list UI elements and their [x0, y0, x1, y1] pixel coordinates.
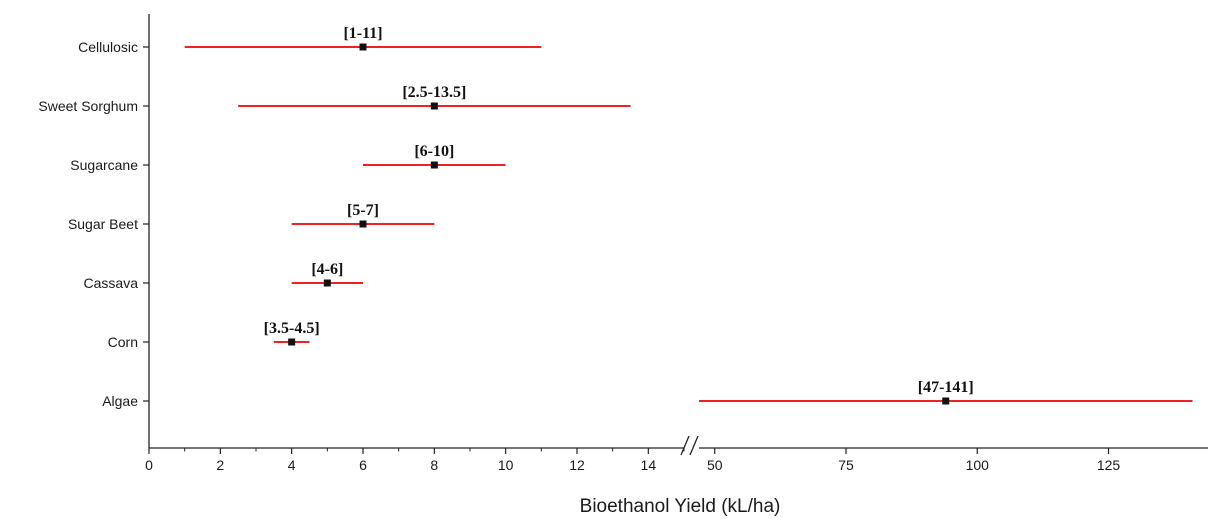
midpoint-marker-sugar-beet: [359, 220, 367, 228]
range-label-cassava: [4-6]: [311, 261, 343, 278]
y-tick-label-cellulosic: Cellulosic: [78, 39, 138, 55]
midpoint-marker-sweet-sorghum: [430, 102, 438, 110]
range-label-corn: [3.5-4.5]: [264, 320, 320, 337]
x-tick-label: 14: [641, 457, 657, 473]
x-tick-label: 8: [430, 457, 438, 473]
x-tick-label: 75: [838, 457, 854, 473]
midpoint-marker-cassava: [323, 279, 331, 287]
range-label-sugar-beet: [5-7]: [347, 202, 379, 219]
axis-break-mark: [680, 435, 699, 456]
midpoint-marker-algae: [942, 397, 950, 405]
y-tick-label-corn: Corn: [108, 334, 138, 350]
y-tick-label-sugar-beet: Sugar Beet: [68, 216, 138, 232]
x-tick-label: 12: [569, 457, 585, 473]
x-tick-label: 6: [359, 457, 367, 473]
x-tick-label: 4: [288, 457, 296, 473]
y-tick-label-algae: Algae: [102, 393, 138, 409]
x-ticks: 0 2 4 6 8 10 12 14 50 75 100 125: [145, 448, 1120, 473]
midpoint-marker-cellulosic: [359, 43, 367, 51]
y-tick-label-sweet-sorghum: Sweet Sorghum: [38, 98, 138, 114]
plot-axes: [148, 14, 1208, 456]
y-tick-label-sugarcane: Sugarcane: [70, 157, 138, 173]
x-tick-label: 50: [707, 457, 723, 473]
midpoint-marker-corn: [288, 338, 296, 346]
range-label-cellulosic: [1-11]: [343, 25, 382, 42]
range-label-sugarcane: [6-10]: [414, 143, 454, 160]
x-tick-label: 125: [1097, 457, 1121, 473]
x-axis-title: Bioethanol Yield (kL/ha): [580, 496, 781, 517]
y-tick-label-cassava: Cassava: [84, 275, 139, 291]
range-label-sweet-sorghum: [2.5-13.5]: [402, 84, 466, 101]
range-label-algae: [47-141]: [918, 379, 974, 396]
y-tick-labels: Cellulosic Sweet Sorghum Sugarcane Sugar Be…: [38, 39, 149, 409]
range-marks: [1-11] [2.5-13.5] [6-10] [5-7] [4-6] [3.5-4.5…: [184, 25, 1193, 405]
x-tick-label: 0: [145, 457, 153, 473]
x-tick-label: 2: [216, 457, 224, 473]
x-tick-label: 100: [966, 457, 990, 473]
midpoint-marker-sugarcane: [430, 161, 438, 169]
x-tick-label: 10: [498, 457, 514, 473]
